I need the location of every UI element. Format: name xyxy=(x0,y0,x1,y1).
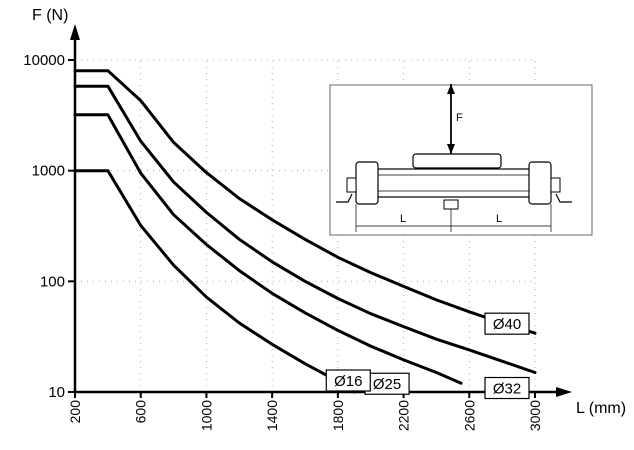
y-tick-label: 10000 xyxy=(23,52,65,69)
series-line xyxy=(73,113,463,385)
y-tick-label: 1000 xyxy=(32,163,65,180)
series-label-box xyxy=(325,369,371,392)
series-label: Ø32 xyxy=(493,381,521,398)
series-label: Ø40 xyxy=(493,316,521,333)
x-tick-label: 1000 xyxy=(198,400,214,431)
series-label-box xyxy=(484,376,530,400)
x-tick-label: 3000 xyxy=(527,400,543,431)
span-label-right: L xyxy=(496,213,502,225)
series-line xyxy=(73,69,537,335)
series-line xyxy=(73,84,537,374)
x-tick-label: 200 xyxy=(67,400,83,424)
x-tick-label: 2200 xyxy=(396,400,412,431)
x-tick-label: 600 xyxy=(133,400,149,424)
x-tick-labels: 200 600 1000 1400 1800 2200 2600 3000 xyxy=(67,392,543,431)
end-block-left xyxy=(355,161,379,205)
x-tick-label: 1800 xyxy=(330,400,346,431)
y-tick-labels: 10 100 1000 10000 xyxy=(23,52,75,401)
carriage xyxy=(412,153,502,169)
series-labels: Ø40 Ø32 Ø25 Ø16 xyxy=(325,312,530,400)
inset-force-label: F xyxy=(456,112,463,124)
x-tick-label: 1400 xyxy=(264,400,280,431)
profile-body xyxy=(375,168,532,198)
series-label-box xyxy=(484,312,530,335)
series-label: Ø25 xyxy=(373,376,401,393)
force-arrow-head-bottom xyxy=(447,144,455,154)
end-cap-right xyxy=(550,177,561,193)
y-axis-arrow xyxy=(70,24,80,40)
centre-slider xyxy=(443,199,459,210)
x-tick-label: 2600 xyxy=(461,400,477,431)
x-axis-label: L (mm) xyxy=(576,400,626,417)
y-tick-label: 10 xyxy=(48,384,65,401)
y-axis-label: F (N) xyxy=(32,7,68,24)
series-lines xyxy=(73,69,537,394)
end-cap-left xyxy=(346,177,357,193)
end-block-right xyxy=(528,161,552,205)
support-foot-left xyxy=(336,193,353,203)
support-foot-right xyxy=(555,193,572,203)
force-arrow-head-top xyxy=(447,84,455,94)
x-axis-arrow xyxy=(556,387,572,397)
series-label: Ø16 xyxy=(334,373,362,390)
y-tick-label: 100 xyxy=(40,273,65,290)
inset-diagram: F L L xyxy=(329,84,593,236)
series-line xyxy=(73,169,356,394)
span-label-left: L xyxy=(400,213,406,225)
